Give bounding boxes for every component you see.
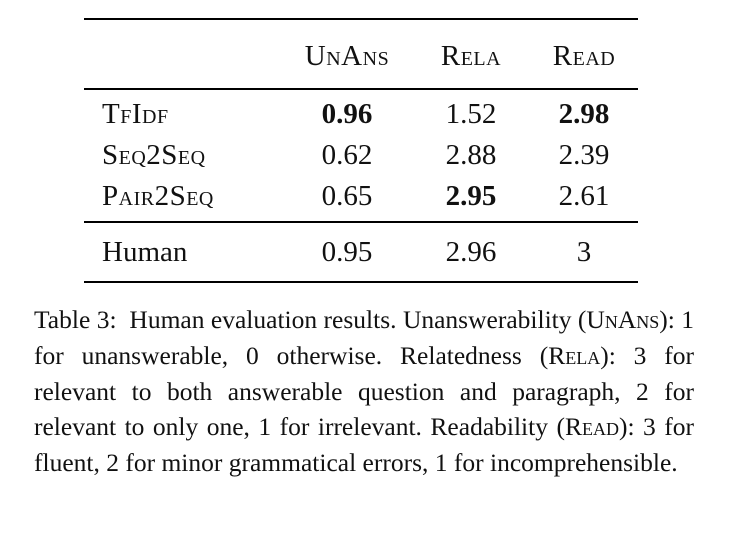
row-name: Seq2Seq — [102, 139, 206, 171]
caption-rela: Rela — [548, 340, 601, 370]
caption-text-3: ): 3 for relevant to both answerable que… — [34, 340, 694, 442]
table-row: Pair2Seq 0.65 2.95 2.61 — [84, 176, 638, 223]
cell-read: 2.39 — [558, 139, 610, 171]
cell-read: 2.61 — [530, 176, 638, 223]
table-header-row: UnAns Rela Read — [84, 19, 638, 90]
results-table: UnAns Rela Read TfIdf 0.96 1.52 2.98 Seq… — [84, 18, 638, 283]
caption-text-2: ): 1 for unanswerable, 0 otherwise. Rela… — [34, 305, 695, 370]
row-name: Pair2Seq — [84, 176, 282, 223]
cell-rela: 2.88 — [445, 139, 497, 171]
caption-label: Table 3: — [34, 305, 117, 334]
cell-rela: 1.52 — [445, 98, 497, 130]
table-row: TfIdf 0.96 1.52 2.98 — [84, 89, 638, 135]
cell-unans: 0.96 — [321, 98, 373, 130]
header-read: Read — [530, 19, 638, 90]
cell-read: 2.98 — [558, 98, 610, 130]
caption-unans: UnAns — [586, 305, 660, 334]
caption-text-1: Human evaluation results. Unanswerabilit… — [129, 305, 587, 334]
results-table-container: UnAns Rela Read TfIdf 0.96 1.52 2.98 Seq… — [84, 18, 638, 283]
cell-unans: 0.65 — [282, 176, 412, 223]
caption-read: Read — [564, 412, 619, 442]
header-model — [84, 19, 282, 90]
table-caption: Table 3: Human evaluation results. Unans… — [34, 302, 694, 481]
row-name: TfIdf — [102, 98, 169, 130]
header-rela: Rela — [412, 19, 530, 90]
caption-text-4: ): 3 for fluent, 2 for minor grammatical… — [34, 412, 694, 478]
header-unans: UnAns — [282, 19, 412, 90]
cell-rela: 2.95 — [412, 176, 530, 223]
table-row: Seq2Seq 0.62 2.88 2.39 — [84, 135, 638, 176]
cell-unans: 0.95 — [282, 222, 412, 283]
cell-rela: 2.96 — [412, 222, 530, 283]
row-name: Human — [84, 222, 282, 283]
cell-read: 3 — [530, 222, 638, 283]
cell-unans: 0.62 — [321, 139, 373, 171]
table-row: Human 0.95 2.96 3 — [84, 222, 638, 283]
